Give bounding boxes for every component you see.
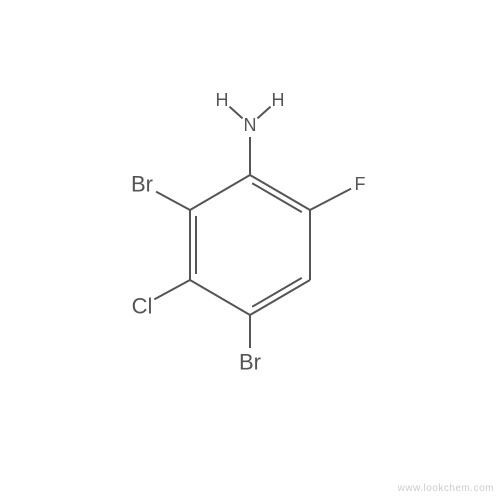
bond-line: [257, 107, 270, 119]
atom-label-br1: Br: [131, 172, 153, 197]
watermark-text: www.lookchem.com: [398, 483, 494, 494]
bond-line: [190, 280, 250, 315]
bond-line: [154, 280, 190, 299]
atom-label-f: F: [355, 174, 366, 194]
bond-line: [250, 280, 310, 315]
atom-label-br2: Br: [239, 350, 261, 375]
atom-label-h1: H: [216, 90, 229, 110]
atom-label-h2: H: [272, 90, 285, 110]
atom-label-n: N: [244, 115, 257, 135]
bond-line: [252, 278, 302, 307]
bond-line: [252, 183, 302, 212]
bond-line: [310, 189, 351, 210]
bond-line: [190, 175, 250, 210]
bond-line: [250, 175, 310, 210]
bond-line: [229, 107, 242, 119]
atom-label-cl: Cl: [132, 294, 153, 319]
bond-line: [156, 192, 190, 210]
molecule-diagram: NH H F Br Cl Br: [0, 0, 500, 500]
